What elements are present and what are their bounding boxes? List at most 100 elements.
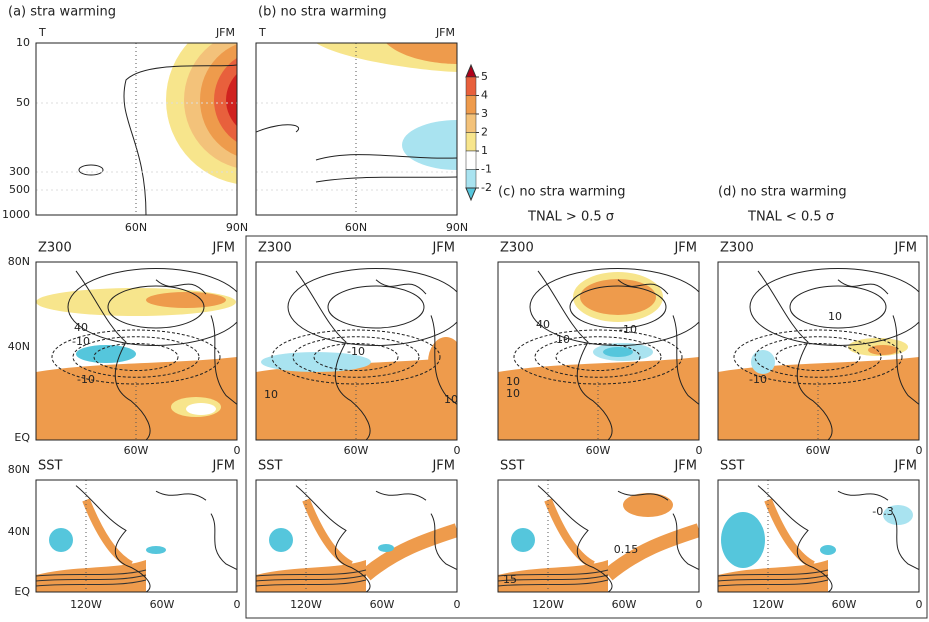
contour bbox=[430, 513, 457, 571]
colorbar-label: 2 bbox=[481, 126, 488, 139]
contour bbox=[256, 579, 367, 587]
label: SST bbox=[500, 459, 525, 474]
contour bbox=[617, 279, 669, 295]
contour bbox=[868, 345, 898, 355]
label: 0 bbox=[696, 598, 703, 611]
contour bbox=[123, 64, 237, 215]
label: 0.15 bbox=[614, 543, 639, 556]
contour bbox=[287, 268, 457, 346]
contour-label: -10 bbox=[347, 345, 365, 358]
panel bbox=[256, 480, 457, 592]
contour bbox=[75, 485, 151, 592]
contour bbox=[155, 490, 207, 501]
label: 0 bbox=[234, 598, 241, 611]
contour bbox=[210, 315, 237, 405]
panel bbox=[36, 43, 237, 215]
stripe bbox=[302, 498, 354, 569]
contour bbox=[256, 569, 367, 577]
contour bbox=[537, 485, 613, 592]
colorbar-label: -2 bbox=[481, 181, 492, 194]
colorbar-cell bbox=[465, 95, 477, 115]
panel-frame bbox=[35, 42, 238, 216]
contour bbox=[186, 403, 216, 415]
contour bbox=[617, 490, 669, 501]
contour bbox=[107, 285, 205, 329]
band bbox=[361, 523, 457, 581]
contour-label: 10 bbox=[506, 375, 520, 388]
stripe bbox=[82, 498, 134, 569]
contour bbox=[820, 545, 836, 555]
label: 60W bbox=[586, 444, 611, 457]
panel-frame bbox=[497, 479, 700, 593]
contour bbox=[837, 279, 889, 295]
contour-label: -10 bbox=[749, 373, 767, 386]
contour bbox=[718, 574, 829, 582]
contour bbox=[78, 164, 104, 176]
label: JFM bbox=[673, 459, 697, 474]
contour bbox=[718, 579, 829, 587]
contour bbox=[146, 292, 226, 308]
contour bbox=[375, 490, 427, 501]
colorbar-cell bbox=[465, 150, 477, 170]
panel bbox=[498, 480, 699, 592]
contour-label: -10 bbox=[72, 335, 90, 348]
label: 120W bbox=[752, 598, 784, 611]
label: JFM bbox=[435, 26, 455, 39]
contour bbox=[313, 343, 399, 371]
contour bbox=[430, 315, 457, 405]
contour bbox=[775, 343, 861, 371]
contour bbox=[378, 544, 394, 552]
label: 60W bbox=[124, 444, 149, 457]
label: JFM bbox=[673, 241, 697, 256]
panel-frame bbox=[35, 479, 238, 593]
colorbar-label: 4 bbox=[481, 89, 488, 102]
panel bbox=[256, 43, 457, 215]
label: 120W bbox=[290, 598, 322, 611]
contour bbox=[93, 343, 179, 371]
contour bbox=[271, 329, 441, 385]
label: 60N bbox=[125, 221, 147, 234]
label: Z300 bbox=[38, 241, 72, 256]
panel: 10 -10 bbox=[718, 268, 919, 440]
contour bbox=[529, 268, 699, 346]
label: 60W bbox=[344, 444, 369, 457]
label: JFM bbox=[431, 241, 455, 256]
label: JFM bbox=[893, 241, 917, 256]
label: (b) no stra warming bbox=[258, 5, 387, 20]
contour-label: 10 bbox=[264, 388, 278, 401]
contour bbox=[513, 329, 683, 385]
contour bbox=[315, 176, 457, 183]
label: 60W bbox=[806, 444, 831, 457]
label: 80N bbox=[8, 255, 30, 268]
label: SST bbox=[258, 459, 283, 474]
contour-label: 10 bbox=[506, 387, 520, 400]
label: 90N bbox=[226, 221, 248, 234]
label: 60W bbox=[612, 598, 637, 611]
panel bbox=[36, 480, 237, 592]
contour bbox=[498, 569, 609, 577]
label: Z300 bbox=[500, 241, 534, 256]
contour bbox=[36, 569, 147, 577]
contour bbox=[226, 73, 237, 127]
contour bbox=[428, 337, 457, 387]
label: 0 bbox=[454, 598, 461, 611]
contour bbox=[375, 279, 427, 295]
contour bbox=[155, 279, 207, 295]
label: SST bbox=[720, 459, 745, 474]
contour bbox=[569, 285, 667, 329]
label: 60W bbox=[150, 598, 175, 611]
panel-frame bbox=[255, 261, 458, 441]
contour bbox=[603, 347, 633, 357]
contour-label: 40 bbox=[74, 321, 88, 334]
contour bbox=[757, 270, 833, 440]
colorbar-cell bbox=[465, 76, 477, 96]
contour bbox=[623, 493, 673, 517]
contour bbox=[837, 490, 889, 501]
label: SST bbox=[38, 459, 63, 474]
contour bbox=[498, 574, 609, 582]
contour bbox=[789, 285, 887, 329]
label: 40N bbox=[8, 525, 30, 538]
contour bbox=[36, 574, 147, 582]
contour bbox=[256, 124, 299, 133]
